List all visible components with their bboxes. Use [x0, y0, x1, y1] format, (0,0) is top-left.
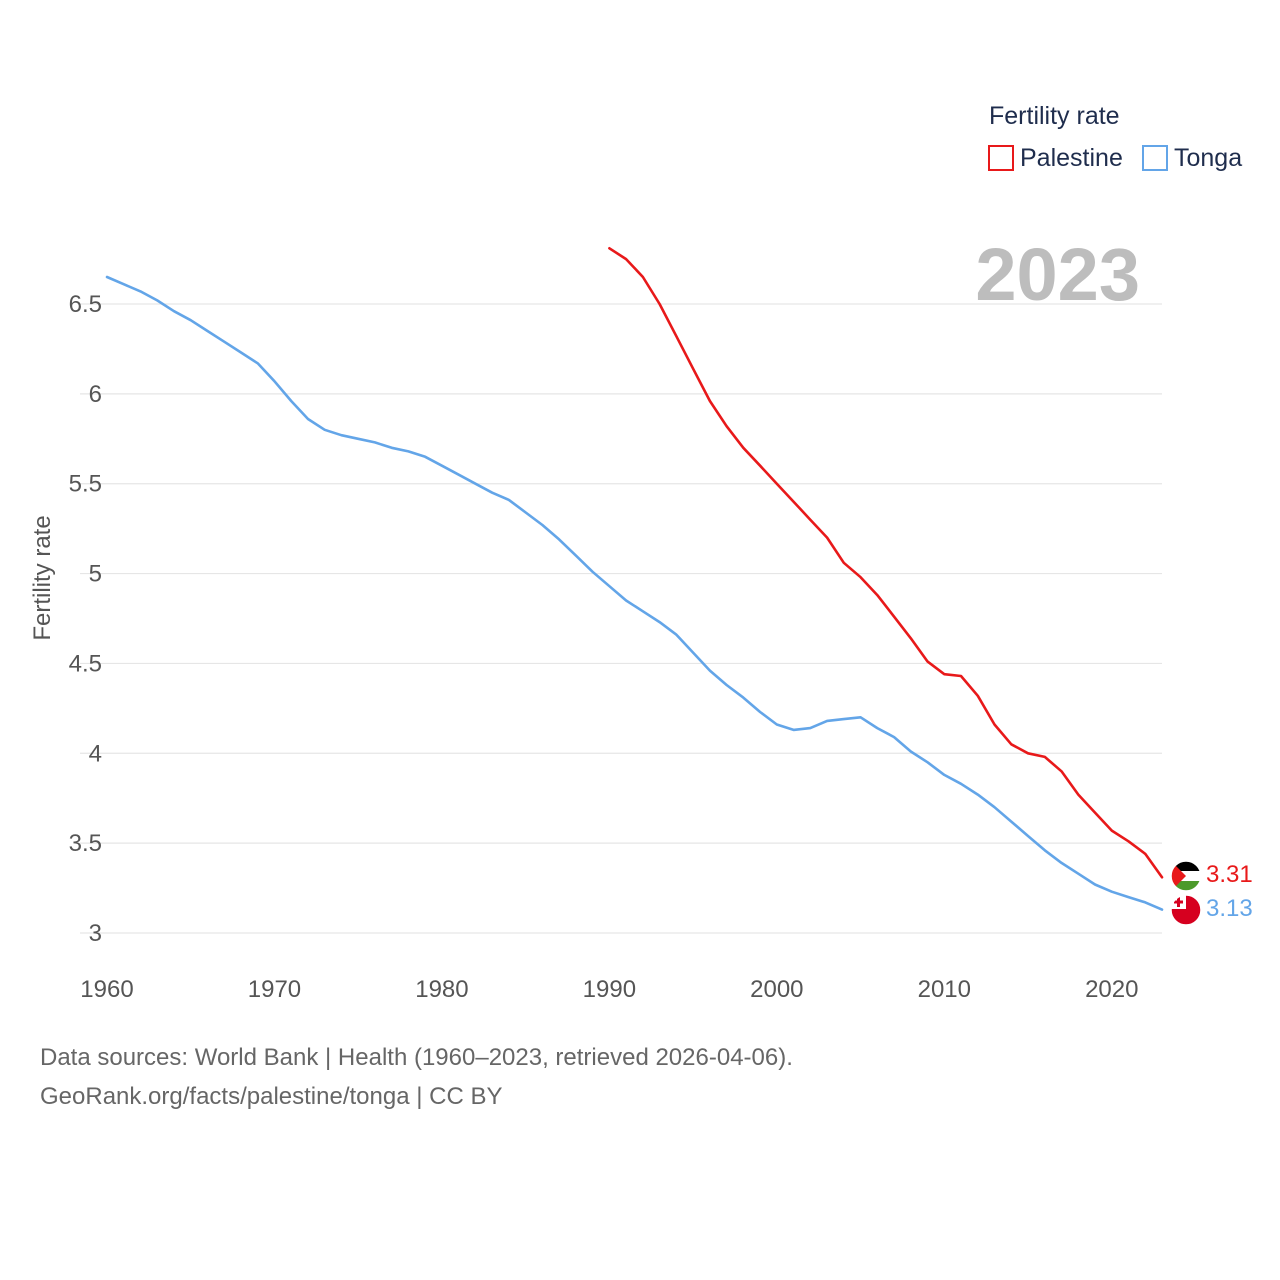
end-value-tonga: 3.13 — [1206, 895, 1253, 922]
legend: Fertility rate Palestine Tonga — [988, 102, 1242, 172]
x-tick-label: 1970 — [248, 976, 301, 1003]
line-chart: 3 3.5 4 4.5 5 5.5 6 6.5 1960 1970 1980 1990 2000 201… — [29, 102, 1253, 1003]
y-tick-label: 6.5 — [69, 291, 102, 318]
grid — [80, 303, 1162, 934]
x-tick-label: 2010 — [918, 976, 971, 1003]
y-tick-label: 4 — [89, 740, 102, 767]
y-axis-title: Fertility rate — [29, 515, 56, 640]
series-line-tonga[interactable] — [105, 275, 1164, 911]
legend-label-palestine[interactable]: Palestine — [1020, 144, 1123, 172]
series-line-palestine[interactable] — [608, 247, 1164, 879]
x-tick-label: 2020 — [1085, 976, 1138, 1003]
legend-swatch-tonga[interactable] — [1142, 145, 1168, 171]
x-tick-label: 1990 — [583, 976, 636, 1003]
x-tick-label: 1960 — [80, 976, 133, 1003]
x-tick-label: 2000 — [750, 976, 803, 1003]
series-layer — [105, 247, 1164, 911]
y-axis: 3 3.5 4 4.5 5 5.5 6 6.5 — [69, 291, 102, 947]
end-value-palestine: 3.31 — [1206, 861, 1253, 888]
y-tick-label: 5 — [89, 561, 102, 588]
footer-source: Data sources: World Bank | Health (1960–… — [40, 1044, 793, 1071]
palestine-flag-icon — [1171, 861, 1201, 891]
y-tick-label: 4.5 — [69, 650, 102, 677]
legend-swatch-palestine[interactable] — [988, 145, 1014, 171]
year-label: 2023 — [975, 233, 1140, 316]
y-tick-label: 3.5 — [69, 830, 102, 857]
y-tick-label: 3 — [89, 920, 102, 947]
tonga-flag-border — [1170, 894, 1202, 926]
x-axis: 1960 1970 1980 1990 2000 2010 2020 — [80, 976, 1138, 1003]
palestine-flag-border — [1170, 860, 1202, 892]
y-tick-label: 5.5 — [69, 471, 102, 498]
legend-title: Fertility rate — [989, 102, 1120, 130]
y-tick-label: 6 — [89, 381, 102, 408]
footer-link[interactable]: GeoRank.org/facts/palestine/tonga | CC B… — [40, 1083, 503, 1110]
x-tick-label: 1980 — [415, 976, 468, 1003]
legend-label-tonga[interactable]: Tonga — [1174, 144, 1242, 172]
